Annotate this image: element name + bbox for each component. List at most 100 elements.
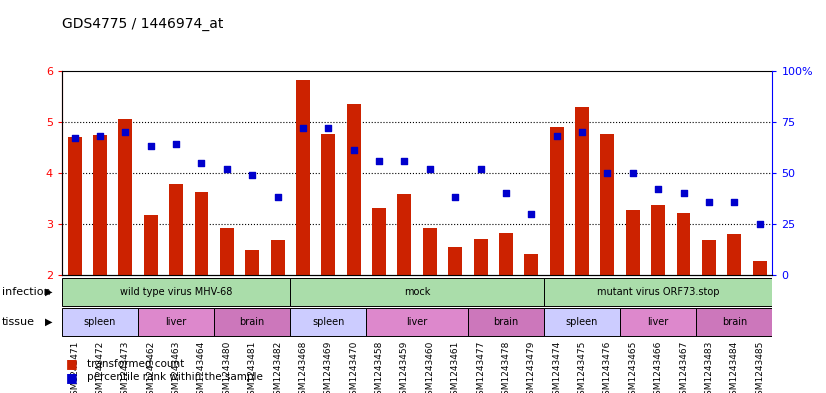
Point xyxy=(398,158,411,164)
Point xyxy=(297,125,310,131)
Text: ■: ■ xyxy=(66,357,78,370)
Text: GSM1243482: GSM1243482 xyxy=(273,340,282,393)
Bar xyxy=(575,107,589,275)
Point xyxy=(525,211,538,217)
Text: GSM1243484: GSM1243484 xyxy=(729,340,738,393)
Bar xyxy=(144,215,158,275)
Bar xyxy=(290,277,544,306)
Bar xyxy=(620,308,696,336)
Text: GSM1243461: GSM1243461 xyxy=(451,340,460,393)
Bar xyxy=(347,104,361,275)
Bar xyxy=(544,308,620,336)
Bar xyxy=(118,119,132,275)
Text: transformed count: transformed count xyxy=(87,358,184,369)
Text: GSM1243474: GSM1243474 xyxy=(552,340,561,393)
Point xyxy=(423,166,436,172)
Text: liver: liver xyxy=(406,317,428,327)
Point xyxy=(245,172,259,178)
Text: ■: ■ xyxy=(66,371,78,384)
Text: GSM1243472: GSM1243472 xyxy=(96,340,105,393)
Bar xyxy=(397,195,411,275)
Point xyxy=(652,186,665,193)
Text: tissue: tissue xyxy=(2,317,35,327)
Text: wild type virus MHV-68: wild type virus MHV-68 xyxy=(120,287,232,297)
Point xyxy=(271,194,284,200)
Point xyxy=(474,166,487,172)
Bar xyxy=(473,239,487,275)
Text: GSM1243458: GSM1243458 xyxy=(374,340,383,393)
Text: GSM1243485: GSM1243485 xyxy=(755,340,764,393)
Text: liver: liver xyxy=(165,317,187,327)
Text: GSM1243459: GSM1243459 xyxy=(400,340,409,393)
Text: GSM1243480: GSM1243480 xyxy=(222,340,231,393)
Text: GSM1243469: GSM1243469 xyxy=(324,340,333,393)
Text: GSM1243466: GSM1243466 xyxy=(653,340,662,393)
Point xyxy=(195,160,208,166)
Bar xyxy=(696,308,772,336)
Bar xyxy=(214,308,290,336)
Text: ▶: ▶ xyxy=(45,317,53,327)
Text: GSM1243483: GSM1243483 xyxy=(705,340,714,393)
Text: brain: brain xyxy=(493,317,519,327)
Bar xyxy=(499,233,513,275)
Text: GSM1243471: GSM1243471 xyxy=(70,340,79,393)
Text: GSM1243470: GSM1243470 xyxy=(349,340,358,393)
Bar xyxy=(220,228,234,275)
Text: GSM1243467: GSM1243467 xyxy=(679,340,688,393)
Point xyxy=(576,129,589,135)
Text: liver: liver xyxy=(648,317,669,327)
Text: spleen: spleen xyxy=(83,317,116,327)
Bar xyxy=(423,228,437,275)
Bar xyxy=(752,261,767,275)
Text: GSM1243478: GSM1243478 xyxy=(501,340,510,393)
Text: mutant virus ORF73.stop: mutant virus ORF73.stop xyxy=(597,287,719,297)
Bar xyxy=(68,137,82,275)
Bar xyxy=(271,241,285,275)
Bar xyxy=(194,192,208,275)
Bar xyxy=(290,308,367,336)
Bar xyxy=(138,308,214,336)
Text: GSM1243468: GSM1243468 xyxy=(298,340,307,393)
Text: GSM1243481: GSM1243481 xyxy=(248,340,257,393)
Point xyxy=(601,170,614,176)
Text: spleen: spleen xyxy=(312,317,344,327)
Point xyxy=(676,190,690,196)
Point xyxy=(499,190,512,196)
Text: infection: infection xyxy=(2,287,50,297)
Text: GSM1243475: GSM1243475 xyxy=(577,340,586,393)
Bar xyxy=(651,205,665,275)
Point xyxy=(728,198,741,205)
Point xyxy=(550,133,563,139)
Bar xyxy=(626,210,640,275)
Bar xyxy=(544,277,772,306)
Bar xyxy=(93,134,107,275)
Text: brain: brain xyxy=(722,317,747,327)
Point xyxy=(169,141,183,147)
Bar xyxy=(549,127,563,275)
Text: GSM1243463: GSM1243463 xyxy=(172,340,181,393)
Bar xyxy=(702,241,716,275)
Bar xyxy=(727,234,741,275)
Text: GSM1243460: GSM1243460 xyxy=(425,340,434,393)
Bar xyxy=(62,277,290,306)
Bar xyxy=(525,253,539,275)
Point xyxy=(68,135,81,141)
Point xyxy=(449,194,462,200)
Point xyxy=(93,133,107,139)
Text: ▶: ▶ xyxy=(45,287,53,297)
Point xyxy=(753,221,767,227)
Bar xyxy=(449,247,463,275)
Text: GSM1243473: GSM1243473 xyxy=(121,340,130,393)
Text: GSM1243462: GSM1243462 xyxy=(146,340,155,393)
Point xyxy=(322,125,335,131)
Text: mock: mock xyxy=(404,287,430,297)
Point xyxy=(144,143,157,149)
Text: spleen: spleen xyxy=(566,317,598,327)
Point xyxy=(702,198,715,205)
Point xyxy=(347,147,360,154)
Text: GSM1243464: GSM1243464 xyxy=(197,340,206,393)
Text: GSM1243465: GSM1243465 xyxy=(629,340,638,393)
Point xyxy=(119,129,132,135)
Text: GSM1243477: GSM1243477 xyxy=(476,340,485,393)
Bar xyxy=(62,308,138,336)
